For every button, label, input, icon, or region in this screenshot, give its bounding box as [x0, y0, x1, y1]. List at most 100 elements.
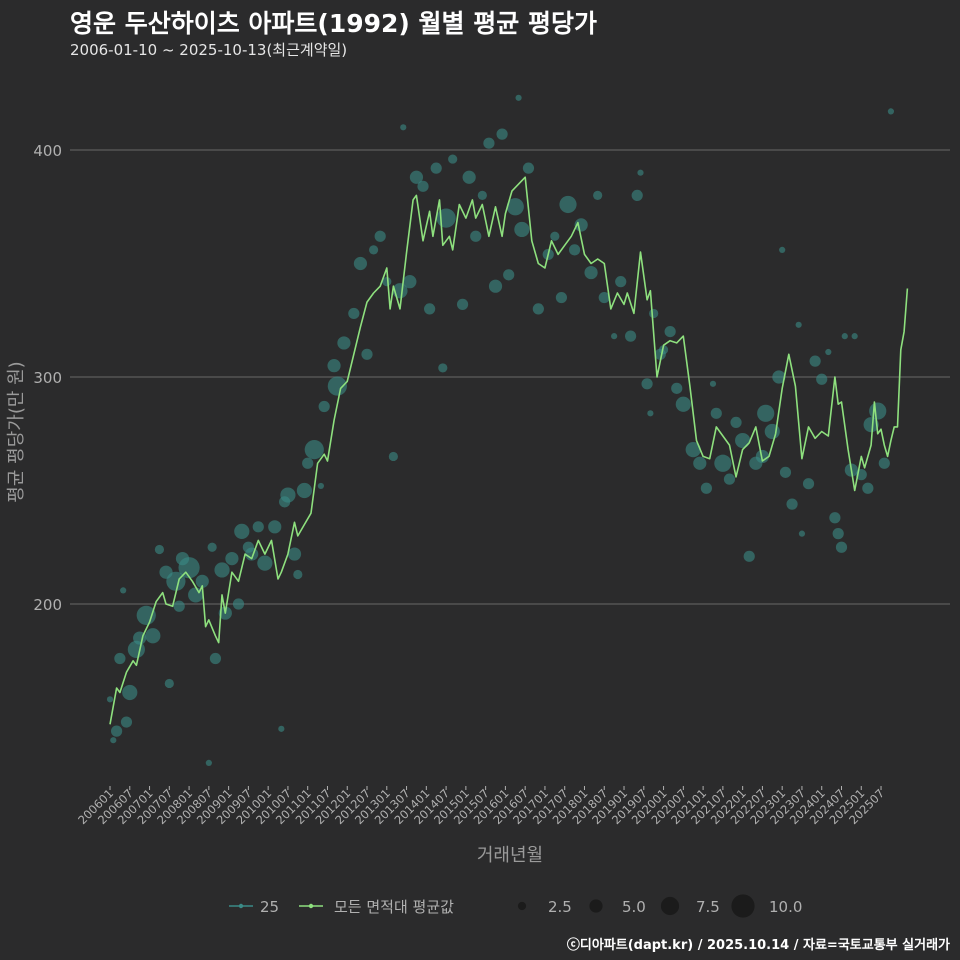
scatter-point — [361, 348, 373, 360]
legend-size-key — [589, 899, 603, 913]
scatter-point — [584, 265, 598, 280]
scatter-point — [400, 124, 407, 131]
legend-size-key — [517, 901, 527, 911]
legend-series-label: 25 — [260, 898, 279, 916]
scatter-point — [878, 457, 890, 469]
legend-size-label: 5.0 — [622, 898, 646, 916]
scatter-point — [136, 605, 156, 625]
scatter-point — [832, 528, 844, 540]
scatter-point — [637, 169, 644, 176]
scatter-point — [574, 218, 588, 232]
scatter-point — [173, 600, 185, 612]
scatter-point — [514, 221, 530, 238]
scatter-point — [611, 333, 618, 340]
scatter-point — [317, 482, 324, 490]
scatter-point — [488, 279, 503, 293]
scatter-point — [664, 326, 676, 338]
scatter-point — [280, 487, 296, 503]
scatter-point — [647, 410, 654, 417]
scatter-point — [257, 555, 273, 571]
scatter-point — [550, 231, 560, 241]
scatter-point — [438, 363, 448, 373]
scatter-point — [327, 359, 341, 373]
scatter-point — [145, 628, 161, 644]
scatter-point — [382, 277, 392, 287]
scatter-point — [302, 457, 314, 469]
scatter-point — [693, 456, 707, 470]
legend: 25 모든 면적대 평균값 2.5 5.0 7.5 10.0 — [229, 894, 802, 918]
scatter-point — [207, 542, 217, 552]
scatter-point — [114, 652, 126, 665]
chart-subtitle: 2006-01-10 ~ 2025-10-13(최근계약일) — [70, 41, 348, 59]
legend-size-key — [731, 894, 755, 918]
scatter-point — [409, 170, 424, 184]
scatter-point — [388, 451, 398, 462]
scatter-point — [862, 482, 874, 494]
scatter-point — [430, 162, 442, 174]
scatter-point — [515, 94, 522, 101]
scatter-point — [403, 275, 417, 289]
scatter-point — [723, 473, 736, 485]
scatter-point — [232, 598, 245, 610]
chart-title: 영운 두산하이츠 아파트(1992) 월별 평균 평당가 — [70, 9, 597, 38]
scatter-point — [798, 530, 806, 537]
average-line-layer — [109, 176, 909, 725]
scatter-point — [685, 442, 701, 458]
scatter-point — [225, 552, 239, 566]
scatter-point — [863, 417, 879, 433]
scatter-point — [327, 376, 347, 396]
scatter-point — [700, 482, 712, 494]
scatter-point — [802, 478, 815, 490]
scatter-point — [477, 190, 487, 200]
scatter-point — [154, 544, 165, 555]
scatter-point — [278, 725, 285, 732]
scatter-point — [178, 557, 200, 579]
scatter-point — [424, 303, 436, 315]
scatter-point — [293, 569, 303, 580]
scatter-point — [598, 291, 610, 304]
scatter-point — [120, 587, 127, 594]
scatter-point — [369, 245, 379, 255]
legend-size-label: 7.5 — [696, 898, 720, 916]
scatter-point — [436, 208, 456, 228]
scatter-point — [809, 355, 821, 367]
legend-key-point — [238, 903, 244, 909]
legend-series-label: 모든 면적대 평균값 — [334, 898, 454, 916]
scatter-point — [287, 547, 302, 561]
scatter-point — [675, 396, 691, 412]
scatter-point — [195, 574, 209, 588]
scatter-point — [841, 333, 848, 340]
scatter-point — [835, 541, 848, 553]
scatter-point — [205, 759, 212, 767]
scatter-point — [779, 466, 792, 478]
scatter-point — [710, 407, 722, 419]
average-line — [109, 176, 909, 725]
scatter-point — [555, 291, 568, 304]
scatter-point — [462, 170, 476, 184]
scatter-point — [348, 307, 360, 320]
scatter-point — [496, 128, 508, 140]
scatter-point — [337, 336, 351, 350]
scatter-point — [209, 652, 222, 665]
scatter-point — [649, 308, 659, 319]
scatter-point — [795, 321, 802, 328]
scatter-point — [887, 108, 895, 115]
scatter-point — [764, 423, 780, 440]
scatter-point — [120, 716, 133, 728]
scatter-point — [268, 520, 282, 534]
y-tick-label: 200 — [33, 596, 62, 614]
scatter-point — [593, 190, 603, 200]
scatter-point — [252, 521, 264, 533]
scatter-point — [641, 378, 653, 390]
scatter-point — [448, 154, 458, 164]
legend-key-point — [308, 903, 314, 909]
scatter-point — [470, 230, 482, 242]
scatter-points — [106, 94, 895, 767]
scatter-point — [318, 400, 330, 413]
scatter-point — [417, 180, 429, 192]
scatter-point — [559, 195, 577, 214]
scatter-point — [709, 380, 717, 387]
axes: 2003004002006012006072007012007072008012… — [33, 142, 887, 827]
scatter-point — [735, 432, 751, 449]
